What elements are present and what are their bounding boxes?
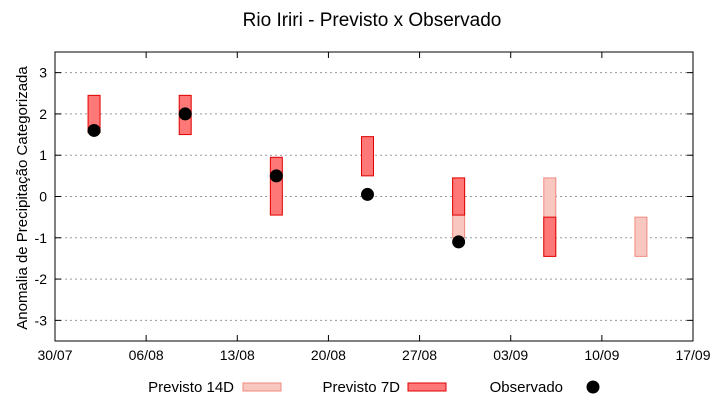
- series-previsto-7d: [87, 94, 557, 257]
- x-tick-label: 06/08: [129, 347, 164, 363]
- x-tick-label: 30/07: [37, 347, 72, 363]
- y-tick-label: -1: [35, 230, 48, 246]
- series-observado: [87, 107, 466, 249]
- observed-point: [452, 235, 466, 249]
- x-tick-label: 20/08: [311, 347, 346, 363]
- legend-label: Observado: [490, 379, 563, 396]
- observed-point: [178, 107, 192, 121]
- observed-point: [269, 169, 283, 183]
- legend-swatch: [586, 380, 600, 394]
- y-tick-label: -3: [35, 312, 48, 328]
- chart-title: Rio Iriri - Previsto x Observado: [243, 10, 502, 31]
- range-bar: [543, 216, 557, 257]
- range-bar: [452, 177, 466, 216]
- y-tick-label: 1: [39, 147, 47, 163]
- x-tick-label: 27/08: [402, 347, 437, 363]
- observed-point: [87, 123, 101, 137]
- y-axis: -3 -2 -1 0 1 2 3: [35, 65, 693, 328]
- grid: [55, 72, 693, 321]
- x-tick-label: 17/09: [675, 347, 710, 363]
- y-axis-label: Anomalia de Precipitação Categorizada: [14, 66, 31, 330]
- observed-point: [360, 187, 374, 201]
- legend-swatch: [407, 382, 447, 392]
- y-tick-label: 3: [39, 65, 47, 81]
- legend-swatch: [242, 382, 282, 392]
- legend: Previsto 14D Previsto 7D Observado: [148, 379, 600, 396]
- range-bar: [269, 156, 283, 216]
- legend-label: Previsto 7D: [322, 379, 400, 396]
- x-tick-label: 10/09: [584, 347, 619, 363]
- x-tick-label: 13/08: [220, 347, 255, 363]
- x-axis: 30/07 06/08 13/08 20/08 27/08 03/09 10/09 17/09: [37, 52, 711, 363]
- range-bar: [360, 136, 374, 177]
- x-tick-label: 03/09: [493, 347, 528, 363]
- y-tick-label: -2: [35, 271, 48, 287]
- plot-frame: [54, 51, 694, 342]
- y-tick-label: 2: [39, 106, 47, 122]
- range-bar: [634, 216, 648, 257]
- y-tick-label: 0: [39, 189, 47, 205]
- legend-label: Previsto 14D: [148, 379, 234, 396]
